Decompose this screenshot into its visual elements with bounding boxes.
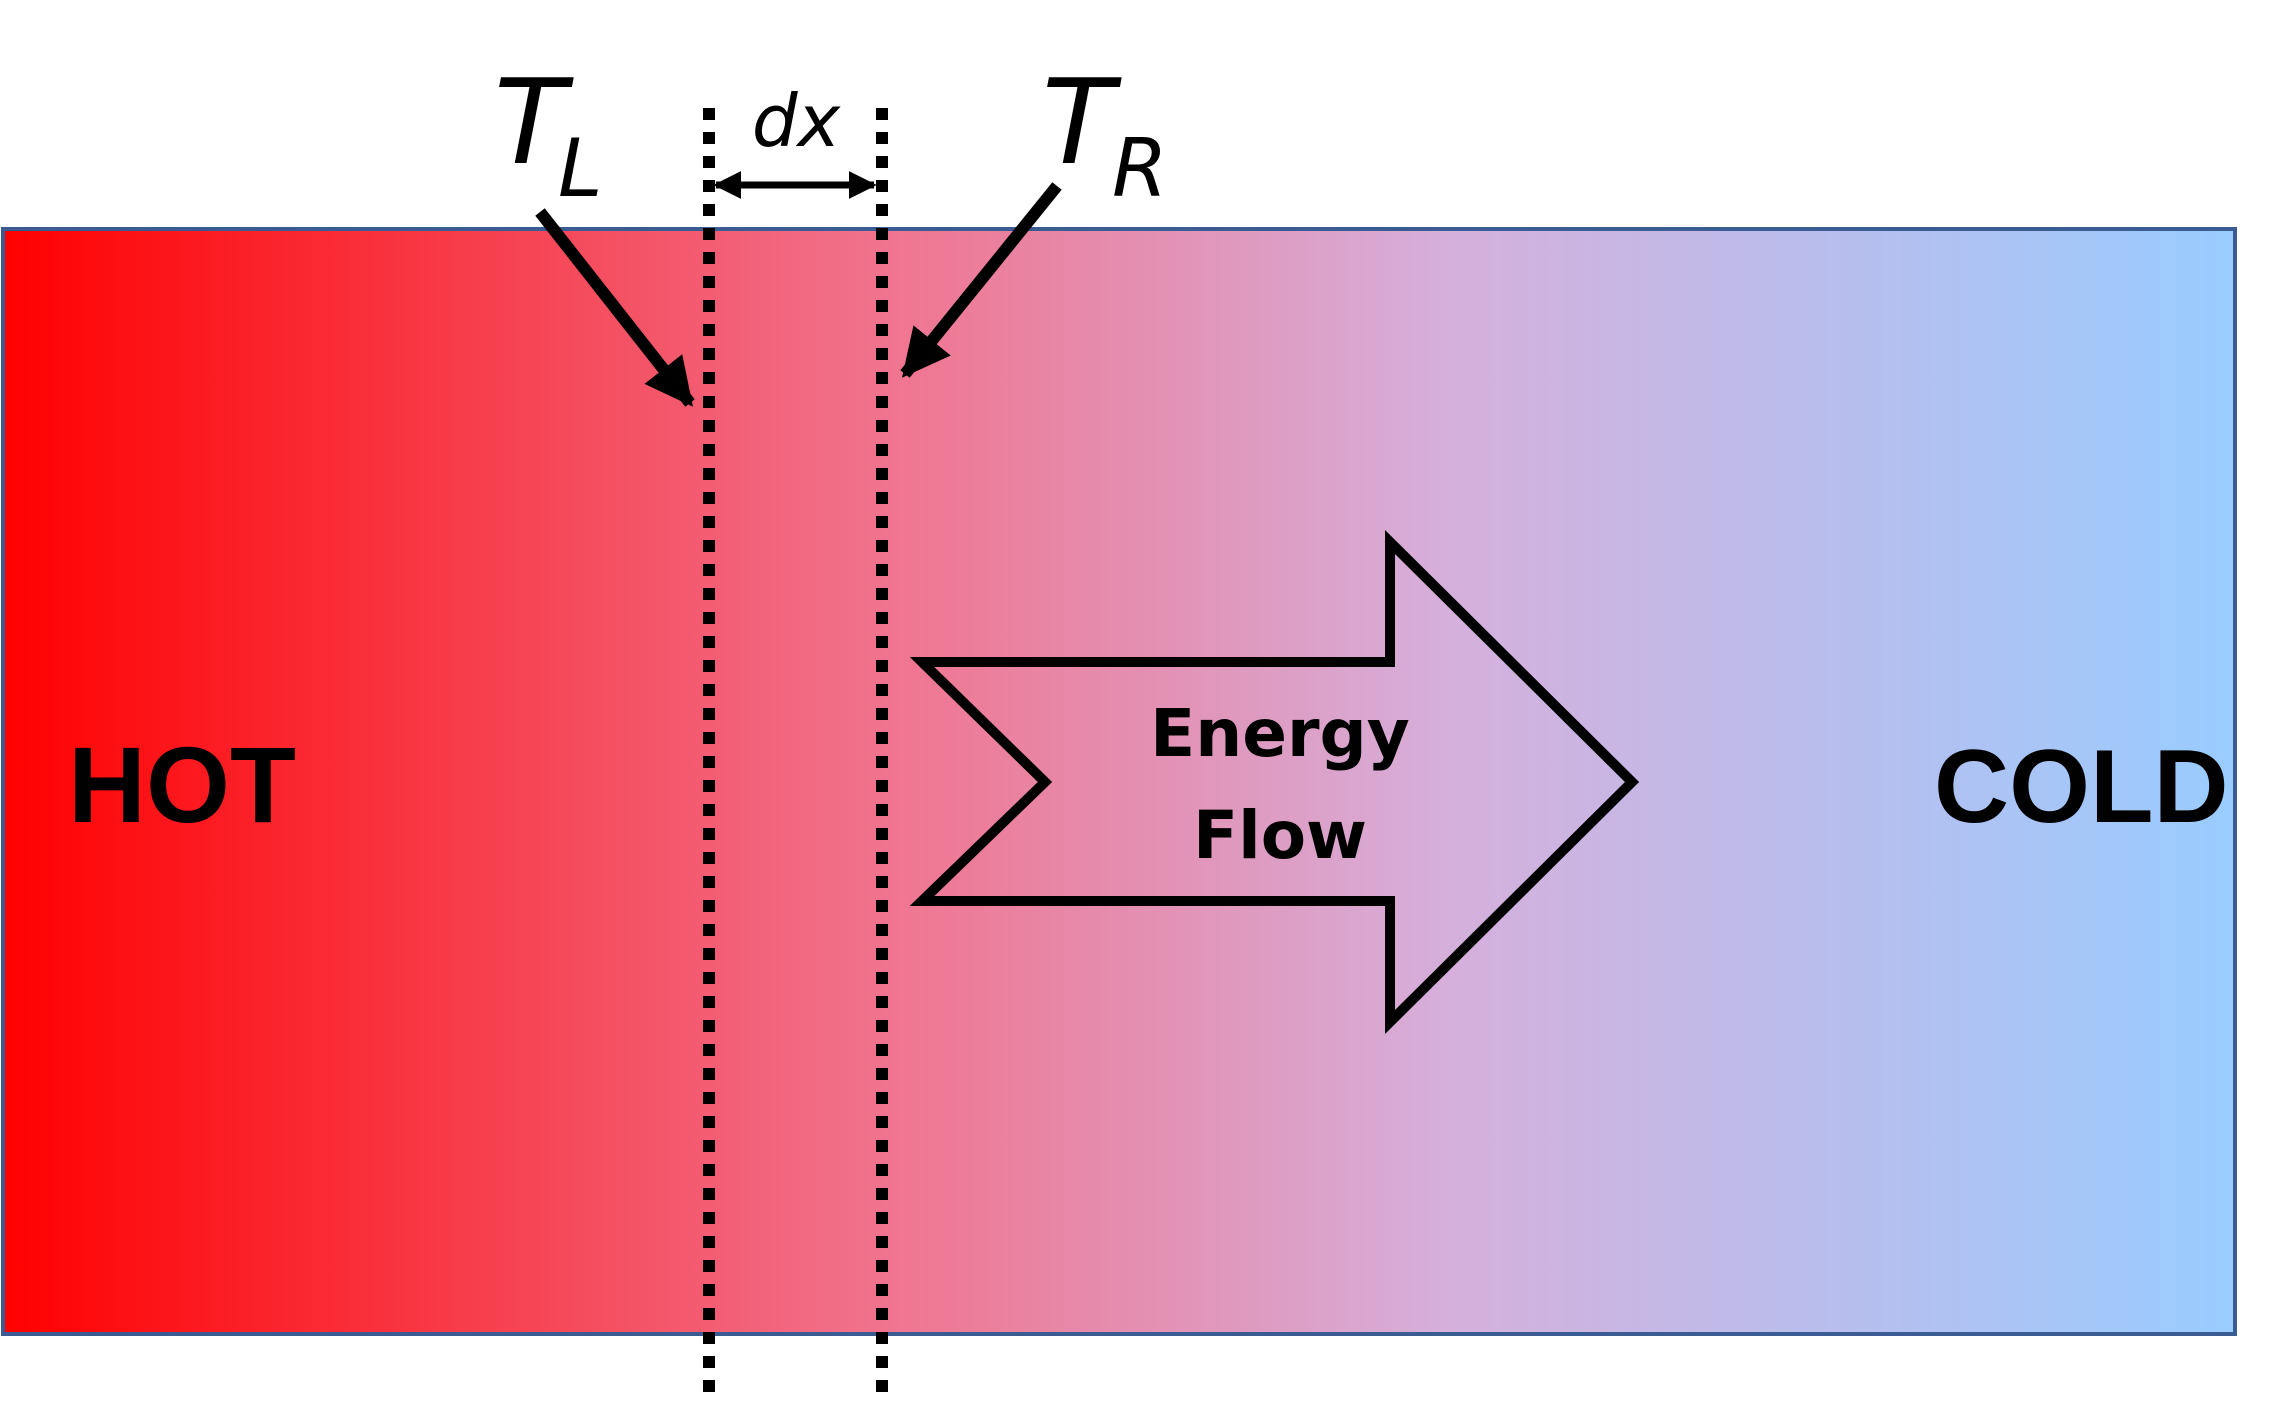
t-right-subscript: R [1112, 122, 1168, 215]
gradient-bar [1, 227, 2237, 1336]
t-left-pointer-arrow [535, 208, 695, 407]
t-right-label: T R [1042, 53, 1168, 215]
hot-label: HOT [68, 724, 296, 845]
t-left-label: T L [494, 53, 603, 215]
energy-flow-line2: Flow [1193, 797, 1367, 874]
dx-label: dx [752, 79, 842, 163]
t-left-main: T [494, 53, 574, 191]
cold-label: COLD [1934, 729, 2229, 845]
t-left-subscript: L [558, 122, 603, 215]
energy-flow-arrow [909, 529, 1640, 1035]
t-right-pointer-arrow [900, 182, 1062, 378]
energy-flow-line1: Energy [1150, 695, 1410, 772]
t-right-main: T [1042, 53, 1122, 191]
